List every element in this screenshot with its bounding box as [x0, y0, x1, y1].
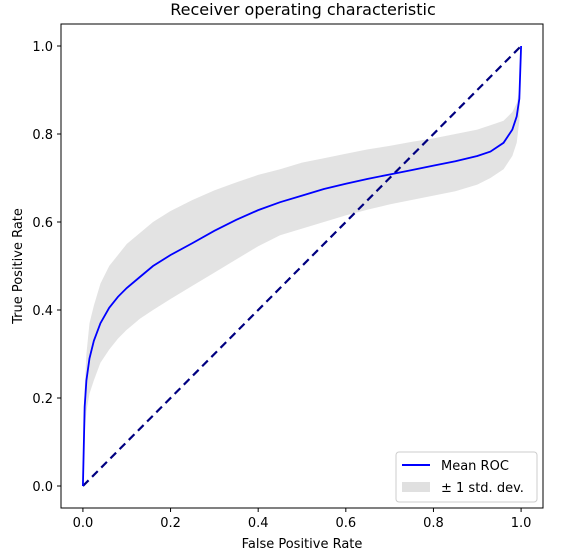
chart-title: Receiver operating characteristic	[170, 0, 436, 19]
y-axis-label: True Positive Rate	[11, 208, 26, 325]
x-tick-label: 0.0	[73, 516, 94, 531]
legend-label-mean-roc: Mean ROC	[441, 459, 509, 474]
x-tick-label: 1.0	[511, 516, 532, 531]
legend-box	[395, 451, 538, 503]
y-tick-label: 0.2	[32, 392, 53, 407]
mean-roc-line	[82, 45, 522, 487]
y-tick-label: 0.8	[32, 128, 53, 143]
legend-swatch-std-dev	[402, 482, 430, 492]
y-tick-label: 0.4	[32, 304, 53, 319]
x-axis-label: False Positive Rate	[242, 537, 363, 552]
axes-frame	[60, 23, 544, 509]
axis-ticks: 0.0 0.2 0.4 0.6 0.8 1.0 0.0 0.2 0.4 0.6 0.8 1.0	[32, 40, 531, 531]
x-tick-label: 0.2	[160, 516, 181, 531]
x-tick-label: 0.4	[248, 516, 269, 531]
plot-area	[82, 45, 522, 487]
y-tick-label: 0.0	[32, 480, 53, 495]
legend: Mean ROC ± 1 std. dev.	[395, 451, 538, 503]
legend-label-std-dev: ± 1 std. dev.	[441, 481, 524, 496]
x-tick-label: 0.8	[423, 516, 444, 531]
std-dev-band	[82, 46, 522, 486]
x-tick-label: 0.6	[335, 516, 356, 531]
y-tick-label: 0.6	[32, 216, 53, 231]
y-tick-label: 1.0	[32, 40, 53, 55]
